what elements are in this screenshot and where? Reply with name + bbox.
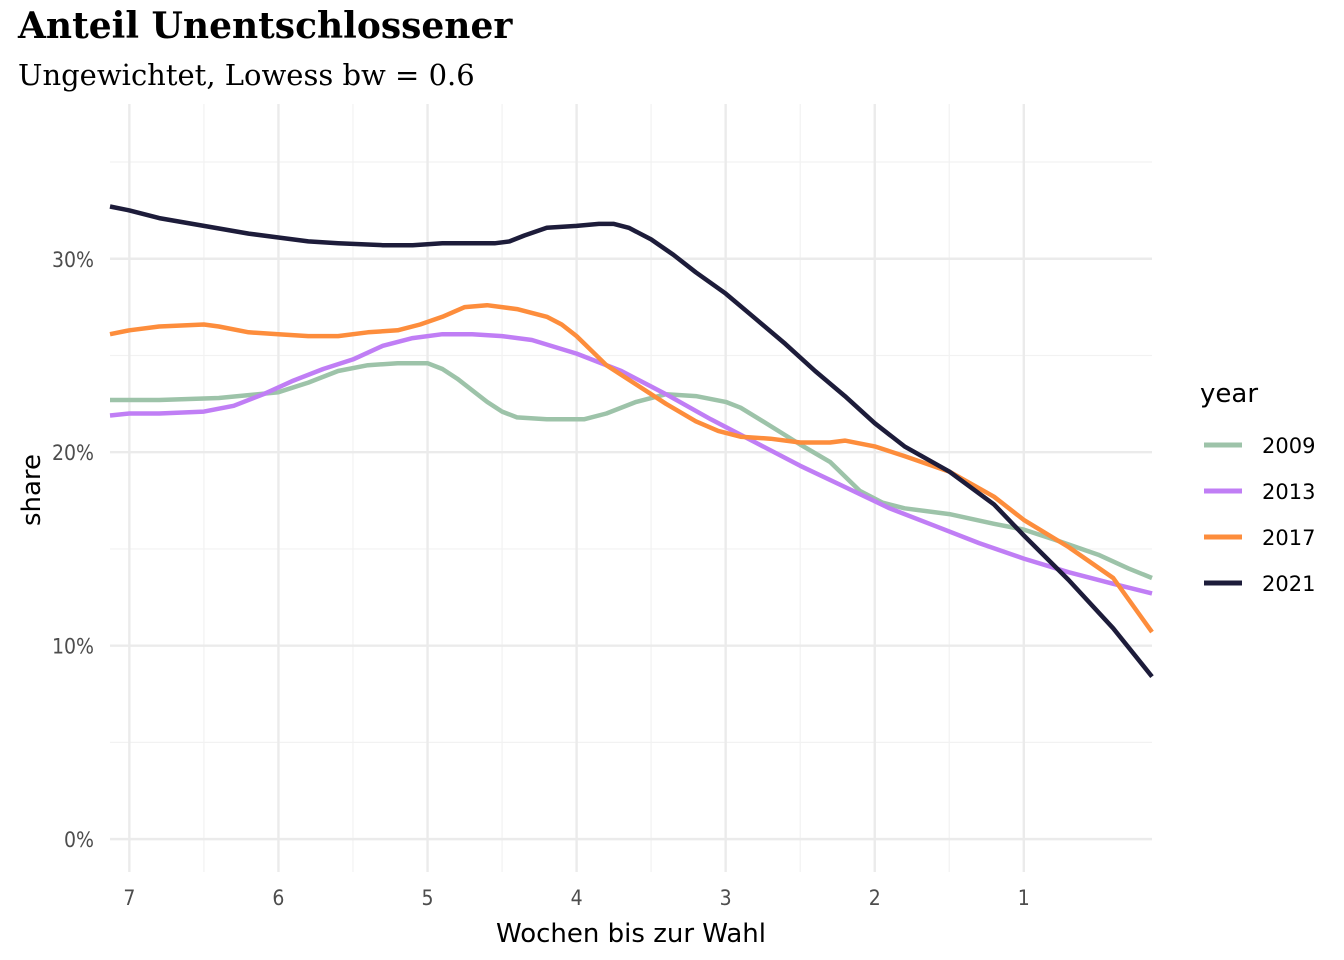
series-line-2009	[110, 360, 1153, 581]
series-line-2017	[109, 302, 1154, 634]
chart-subtitle: Ungewichtet, Lowess bw = 0.6	[18, 58, 475, 92]
x-tick-label: 6	[272, 886, 284, 910]
y-tick-label: 10%	[52, 635, 94, 659]
x-tick-label: 3	[720, 886, 732, 910]
series-lines	[109, 204, 1154, 679]
grid-lines	[110, 104, 1152, 872]
x-tick-label: 5	[422, 886, 434, 910]
x-axis-title: Wochen bis zur Wahl	[496, 919, 766, 949]
x-axis-tick-labels: 7 6 5 4 3 2 1	[123, 886, 1029, 910]
series-line-2013	[109, 331, 1153, 596]
legend-label-2021: 2021	[1262, 572, 1315, 596]
x-tick-label: 2	[869, 886, 881, 910]
legend-label-2009: 2009	[1262, 434, 1315, 458]
y-tick-label: 20%	[52, 441, 94, 465]
chart-title: Anteil Unentschlossener	[18, 5, 513, 47]
y-tick-label: 30%	[52, 248, 94, 272]
legend-label-2017: 2017	[1262, 526, 1315, 550]
y-tick-label: 0%	[64, 828, 94, 852]
x-tick-label: 1	[1018, 886, 1030, 910]
legend-label-2013: 2013	[1262, 480, 1315, 504]
x-tick-label: 7	[123, 886, 135, 910]
x-tick-label: 4	[571, 886, 583, 910]
legend-title: year	[1200, 379, 1258, 409]
y-axis-tick-labels: 0% 10% 20% 30%	[52, 248, 94, 852]
y-axis-title: share	[17, 454, 47, 526]
series-line-2021	[109, 204, 1154, 679]
legend: year 2009 2013 2017 2021	[1200, 379, 1315, 596]
